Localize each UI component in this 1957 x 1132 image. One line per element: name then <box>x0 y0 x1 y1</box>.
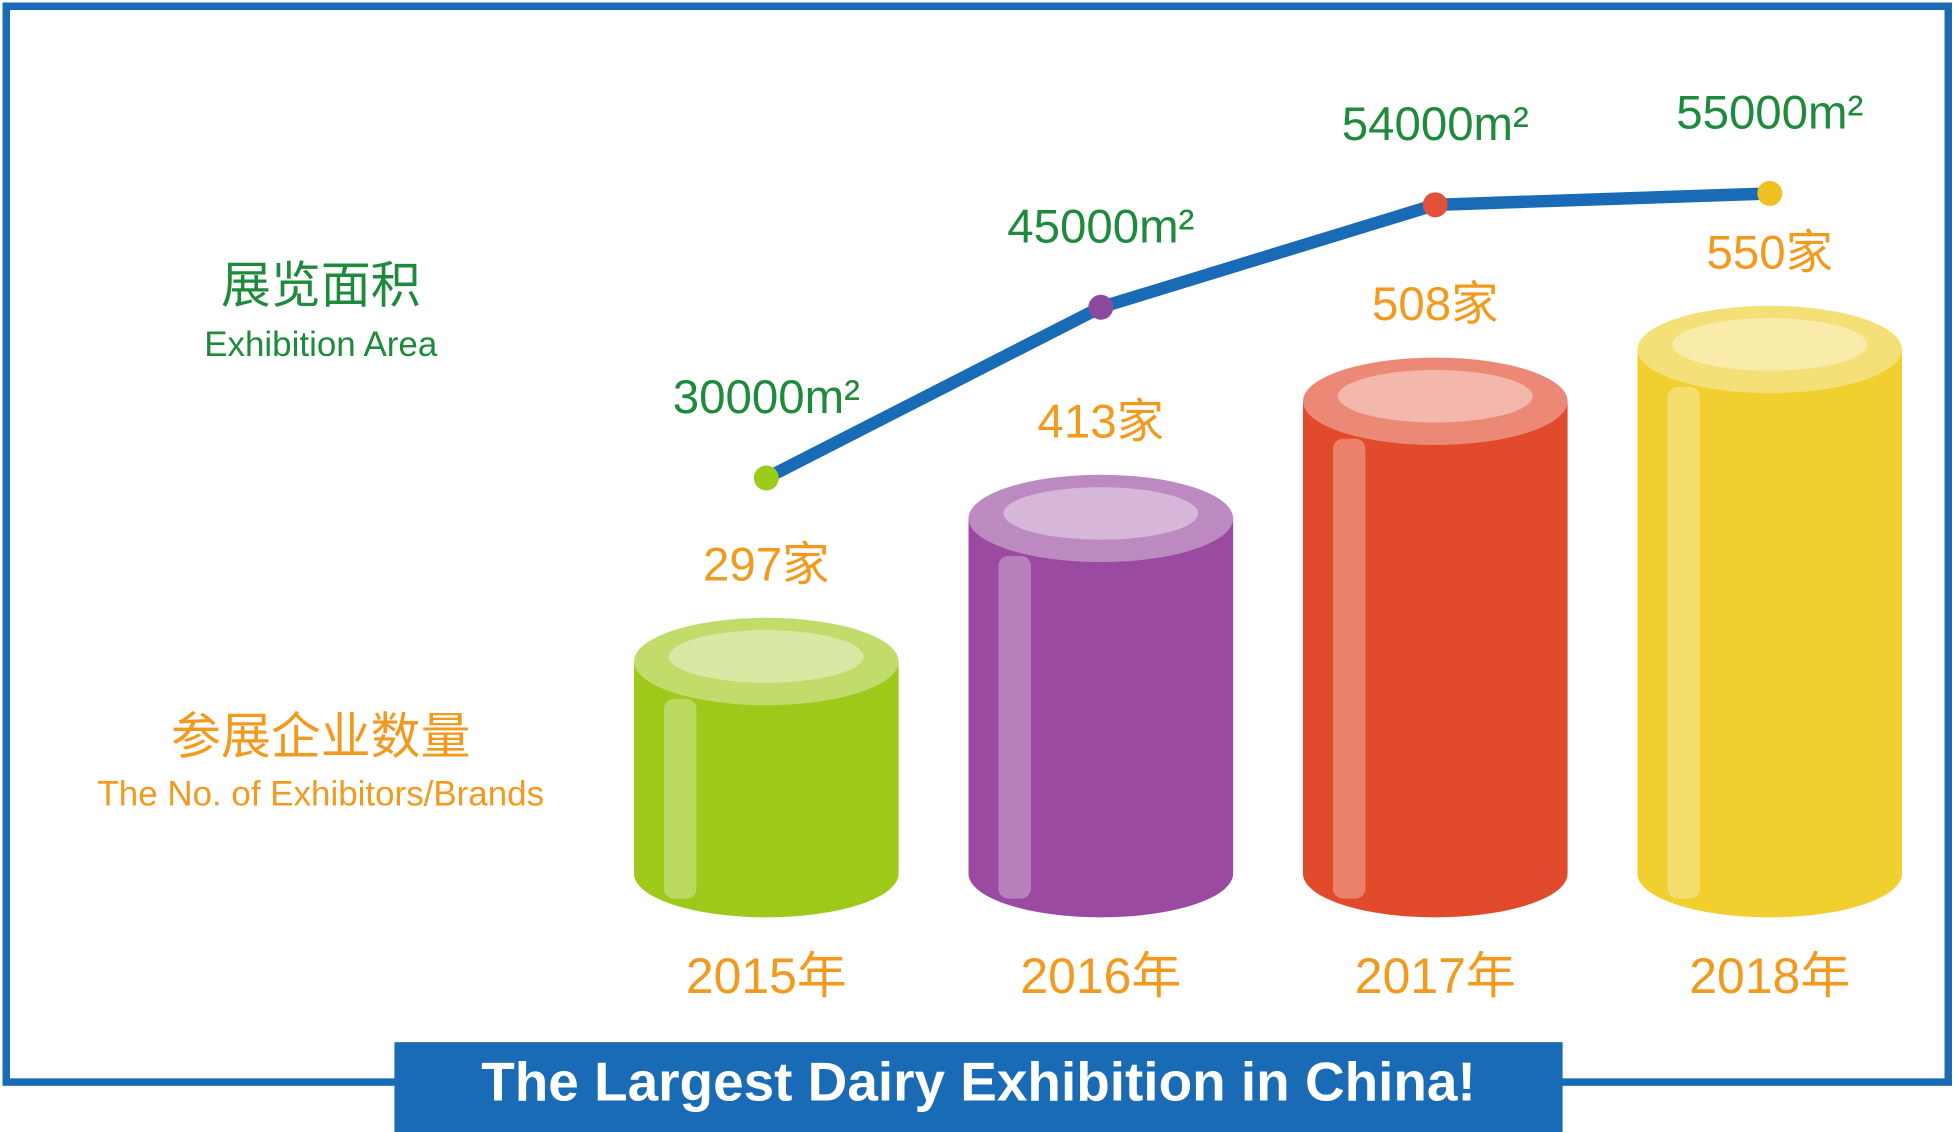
chart-title: The Largest Dairy Exhibition in China! <box>481 1050 1476 1112</box>
x-tick-label: 2015年 <box>686 948 847 1004</box>
line-marker <box>753 465 779 491</box>
line-value-label: 45000m² <box>1007 200 1194 253</box>
bar <box>1637 349 1903 918</box>
bar <box>634 661 899 918</box>
bar-value-label: 508家 <box>1372 278 1499 331</box>
bar-top-inner <box>1337 370 1533 423</box>
line <box>763 187 1770 484</box>
line-marker <box>1422 192 1448 218</box>
line-value-label: 30000m² <box>673 371 860 424</box>
line-value-label: 54000m² <box>1342 98 1529 151</box>
bar-highlight <box>1667 386 1700 899</box>
line-marker <box>1757 180 1783 206</box>
line-value-label: 55000m² <box>1676 87 1863 140</box>
bar-highlight <box>998 555 1031 899</box>
bar <box>968 518 1234 918</box>
bar-highlight <box>1332 438 1366 899</box>
line-series-name: 展览面积 <box>221 258 421 314</box>
bar-value-label: 297家 <box>703 538 830 591</box>
title-banner <box>394 1042 1563 1132</box>
x-tick-label: 2017年 <box>1355 948 1516 1004</box>
bar <box>1302 401 1568 918</box>
line-marker <box>1088 294 1114 320</box>
x-tick-label: 2016年 <box>1020 948 1181 1004</box>
x-tick-label: 2018年 <box>1689 948 1850 1004</box>
bar-top-inner <box>668 630 864 683</box>
bar-top-inner <box>1003 487 1199 540</box>
bar-value-label: 550家 <box>1707 226 1834 279</box>
bar-top-inner <box>1672 318 1868 371</box>
line-series-name-en: Exhibition Area <box>204 325 438 364</box>
bar-series-name: 参展企业数量 <box>171 708 470 764</box>
bar-series-name-en: The No. of Exhibitors/Brands <box>97 775 544 814</box>
bar-highlight <box>663 698 697 899</box>
bar-value-label: 413家 <box>1038 395 1165 448</box>
